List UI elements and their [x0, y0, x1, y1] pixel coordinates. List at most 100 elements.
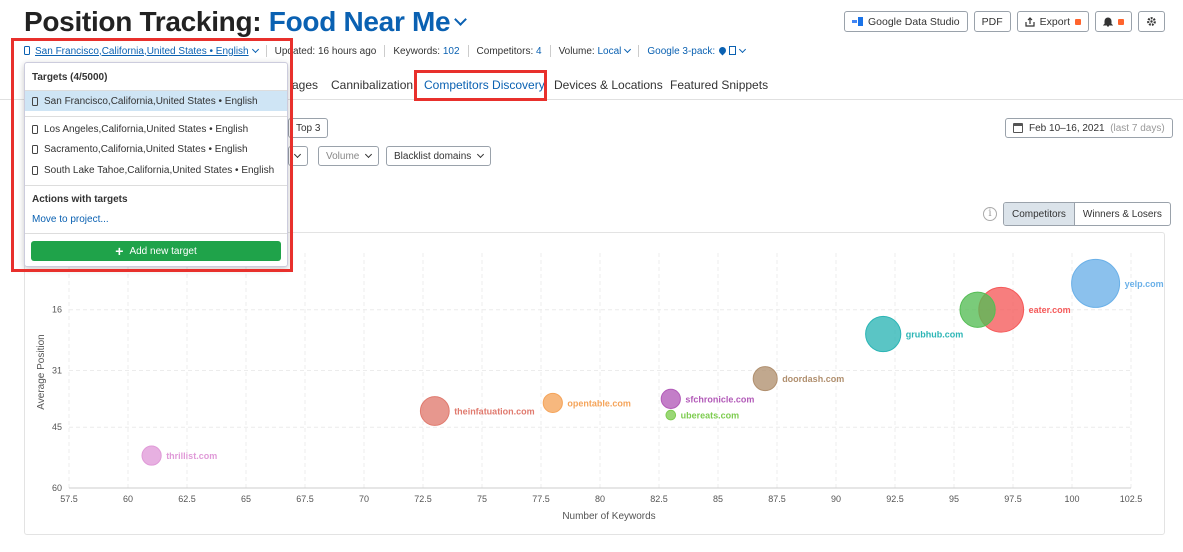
bubble-point [665, 409, 677, 421]
competitors-label: Competitors: [476, 45, 534, 57]
tab-featured-snippets[interactable]: Featured Snippets [670, 78, 769, 92]
divider [25, 90, 287, 91]
bubble-point [141, 445, 162, 466]
mobile-device-icon [32, 124, 38, 134]
export-button[interactable]: Export [1016, 11, 1089, 32]
y-axis-label: Average Position [36, 334, 47, 409]
divider [549, 45, 551, 57]
move-to-project-link[interactable]: Move to project... [32, 214, 109, 225]
bubble-label: eater.com [1029, 305, 1071, 315]
targets-header: Targets (4/5000) [32, 72, 108, 83]
calendar-icon [1013, 123, 1023, 133]
target-label: Los Angeles,California,United States • E… [44, 123, 249, 135]
volume-label: Volume: [558, 45, 595, 57]
chart-axes: 57.5 60 62.5 65 67.5 70 72.5 75 77.5 80 82.5 85 87.5… [52, 305, 1142, 504]
targets-dropdown: Targets (4/5000) San Francisco,Californi… [24, 62, 288, 267]
x-tick-label: 60 [123, 494, 133, 504]
x-tick-label: 92.5 [886, 494, 904, 504]
keywords-label: Keywords: [393, 45, 441, 57]
bubble-point [752, 366, 778, 392]
x-tick-label: 82.5 [650, 494, 668, 504]
x-tick-label: 65 [241, 494, 251, 504]
location-label: San Francisco,California,United States •… [35, 45, 249, 57]
bubble-label: thrillist.com [166, 451, 217, 461]
google-data-studio-button[interactable]: Google Data Studio [843, 11, 968, 32]
bubble-label: grubhub.com [906, 330, 964, 340]
view-toggle: Competitors Winners & Losers [1003, 202, 1171, 226]
chart-points: yelp.com eater.com grubhub.com doordash.com… [141, 258, 1164, 466]
pdf-button[interactable]: PDF [973, 11, 1011, 32]
date-range-value: Feb 10–16, 2021 [1029, 122, 1105, 134]
top3-label: Top 3 [296, 122, 321, 134]
new-indicator-icon [1075, 18, 1081, 25]
date-range-hint: (last 7 days) [1110, 122, 1165, 134]
y-tick-label: 60 [52, 483, 62, 493]
bubble-label: sfchronicle.com [685, 394, 754, 404]
y-tick-label: 31 [52, 366, 62, 376]
bubble-label: doordash.com [782, 374, 844, 384]
export-label: Export [1039, 15, 1070, 28]
pdf-label: PDF [981, 15, 1003, 28]
bubble-point [542, 392, 563, 414]
divider [25, 116, 287, 117]
bubble-label: ubereats.com [681, 411, 740, 421]
bubble-point [1071, 258, 1121, 308]
bubble-label: theinfatuation.com [454, 407, 535, 417]
tab-cannibalization[interactable]: Cannibalization [331, 78, 414, 92]
chart-panel [24, 232, 1165, 535]
tab-pages[interactable]: ages [292, 78, 319, 92]
info-bar: San Francisco,California,United States •… [24, 45, 747, 57]
target-item[interactable]: South Lake Tahoe,California,United State… [25, 160, 287, 180]
blacklist-domains-dropdown[interactable]: Blacklist domains [386, 146, 492, 166]
notifications-button[interactable] [1095, 11, 1132, 32]
x-tick-label: 95 [949, 494, 959, 504]
date-range-picker[interactable]: Feb 10–16, 2021 (last 7 days) [1005, 118, 1173, 138]
target-label: Sacramento,California,United States • En… [44, 143, 248, 155]
target-item[interactable]: San Francisco,California,United States •… [25, 91, 287, 111]
competitors-count-link[interactable]: 4 [536, 45, 542, 57]
mobile-device-icon [24, 45, 30, 55]
divider [467, 45, 469, 57]
add-new-target-button[interactable]: + Add new target [31, 241, 281, 261]
target-item[interactable]: Los Angeles,California,United States • E… [25, 119, 287, 139]
tab-devices-locations[interactable]: Devices & Locations [554, 78, 663, 92]
winners-losers-toggle[interactable]: Winners & Losers [1082, 208, 1162, 220]
bubble-point [660, 388, 681, 409]
divider [265, 45, 267, 57]
x-axis-label: Number of Keywords [562, 511, 655, 522]
project-name: Food Near Me [268, 6, 451, 37]
bubble-point [865, 315, 902, 353]
x-tick-label: 72.5 [414, 494, 432, 504]
mobile-device-icon [32, 144, 38, 154]
y-tick-label: 16 [52, 305, 62, 315]
partial-filter-dropdown[interactable] [288, 146, 308, 166]
volume-selector[interactable]: Local [597, 45, 632, 57]
project-name-dropdown[interactable]: Food Near Me [268, 6, 468, 37]
notification-dot-icon [1118, 18, 1124, 25]
blacklist-label: Blacklist domains [394, 150, 472, 162]
keywords-count-link[interactable]: 102 [442, 45, 460, 57]
gear-icon [1147, 17, 1156, 26]
x-tick-label: 102.5 [1120, 494, 1143, 504]
title-prefix: Position Tracking: [24, 6, 262, 37]
x-tick-label: 90 [831, 494, 841, 504]
competitors-toggle[interactable]: Competitors [1004, 203, 1075, 225]
x-tick-label: 97.5 [1004, 494, 1022, 504]
location-selector[interactable]: San Francisco,California,United States •… [24, 45, 259, 57]
data-studio-label: Google Data Studio [867, 15, 960, 28]
data-studio-icon [851, 16, 863, 27]
target-item[interactable]: Sacramento,California,United States • En… [25, 139, 287, 159]
info-icon[interactable]: i [983, 207, 997, 221]
x-tick-label: 100 [1064, 494, 1079, 504]
x-tick-label: 87.5 [768, 494, 786, 504]
x-tick-label: 75 [477, 494, 487, 504]
add-target-label: Add new target [129, 245, 197, 257]
mobile-device-icon [32, 165, 38, 175]
x-tick-label: 57.5 [60, 494, 78, 504]
settings-button[interactable] [1138, 11, 1165, 32]
plus-icon: + [115, 243, 124, 259]
google-3-pack-selector[interactable]: Google 3-pack: [647, 45, 747, 57]
top3-filter-button[interactable]: Top 3 [288, 118, 329, 138]
volume-filter-dropdown[interactable]: Volume [318, 146, 380, 166]
